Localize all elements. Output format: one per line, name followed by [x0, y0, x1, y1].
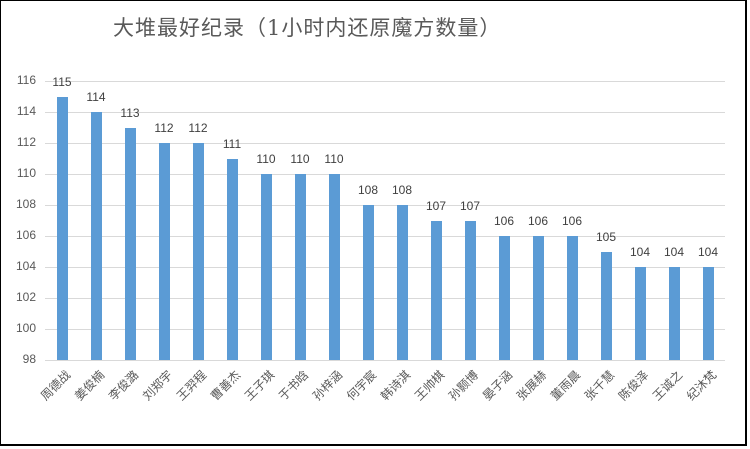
- bar: [498, 236, 510, 360]
- data-label: 105: [595, 229, 617, 244]
- gridline: [45, 81, 725, 82]
- data-label: 107: [425, 198, 447, 213]
- bar: [56, 96, 68, 360]
- data-label: 111: [222, 136, 242, 151]
- data-label: 110: [290, 152, 310, 166]
- bar: [600, 251, 612, 360]
- data-label: 107: [459, 198, 481, 213]
- y-tick-label: 104: [15, 259, 36, 273]
- y-tick-label: 110: [16, 166, 36, 180]
- data-label: 110: [324, 152, 344, 166]
- data-label: 114: [86, 90, 106, 104]
- bar: [158, 143, 170, 360]
- data-label: 106: [493, 214, 515, 228]
- chart-title: 大堆最好纪录（1小时内还原魔方数量）: [113, 16, 502, 40]
- gridline: [45, 112, 725, 113]
- y-tick-label: 106: [15, 228, 36, 242]
- bar: [294, 174, 306, 360]
- gridline: [45, 329, 725, 330]
- y-tick-label: 102: [15, 290, 36, 304]
- bar: [464, 220, 476, 360]
- data-label: 115: [52, 74, 72, 89]
- data-label: 104: [697, 245, 719, 259]
- bar: [430, 220, 442, 360]
- y-tick-label: 112: [16, 135, 36, 149]
- y-tick-label: 114: [16, 104, 36, 118]
- data-label: 106: [561, 214, 583, 228]
- data-label: 110: [256, 152, 276, 166]
- gridline: [45, 360, 725, 361]
- bar: [124, 127, 136, 360]
- data-label: 113: [120, 105, 140, 120]
- gridline: [45, 298, 725, 299]
- gridline: [45, 267, 725, 268]
- y-tick-label: 100: [15, 321, 36, 335]
- bar: [532, 236, 544, 360]
- bar: [328, 174, 340, 360]
- bar: [362, 205, 374, 360]
- bar: [634, 267, 646, 360]
- y-tick-label: 108: [15, 197, 36, 211]
- bar: [90, 112, 102, 360]
- data-label: 104: [663, 245, 685, 259]
- data-label: 106: [527, 214, 549, 228]
- bar: [260, 174, 272, 360]
- data-label: 108: [391, 183, 413, 197]
- y-tick-label: 116: [16, 73, 36, 87]
- data-label: 104: [629, 245, 651, 259]
- bar: [702, 267, 714, 360]
- gridline: [45, 174, 725, 175]
- bar: [668, 267, 680, 360]
- bar: [566, 236, 578, 360]
- gridline: [45, 236, 725, 237]
- data-label: 112: [188, 121, 208, 135]
- y-tick-label: 98: [22, 352, 36, 366]
- bar: [226, 158, 238, 360]
- bar: [192, 143, 204, 360]
- gridline: [45, 205, 725, 206]
- data-label: 112: [154, 121, 174, 135]
- data-label: 108: [357, 183, 379, 197]
- bar: [396, 205, 408, 360]
- gridline: [45, 143, 725, 144]
